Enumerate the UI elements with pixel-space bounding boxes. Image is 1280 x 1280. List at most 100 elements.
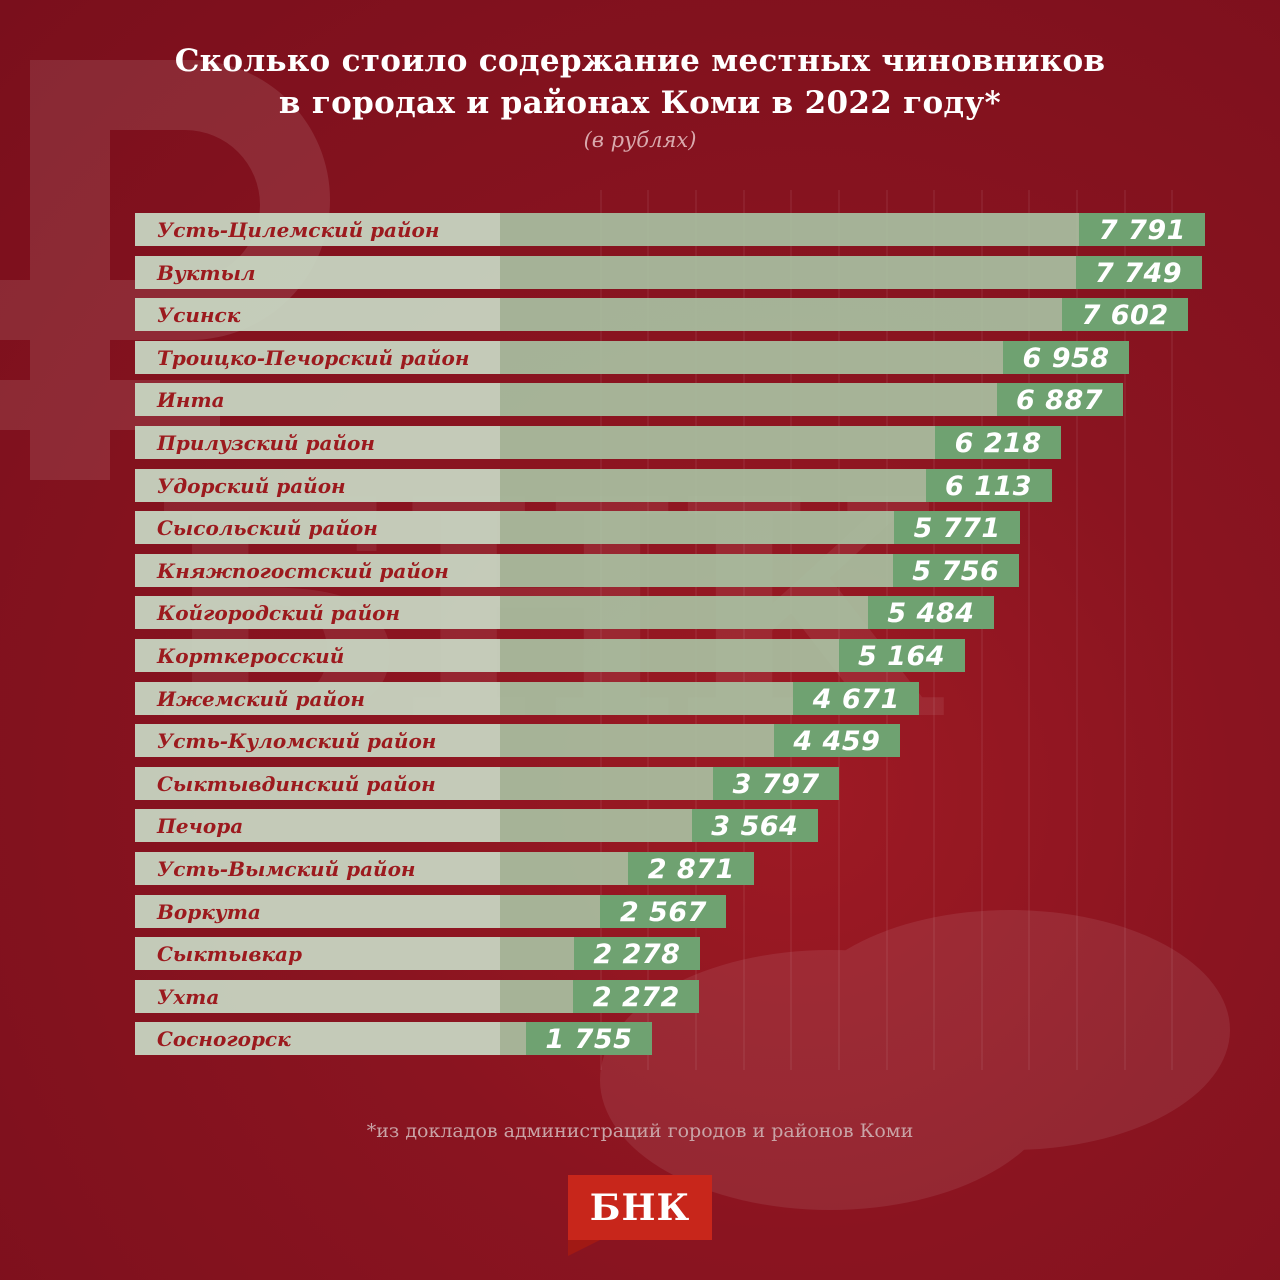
bar-value: 3 564 [691,809,818,843]
bar-label-background [135,766,500,800]
bar-row: 5 484 Койгородский район [135,596,1235,630]
bar-label-background [135,255,500,289]
bar-value: 5 484 [867,596,994,630]
bar-label-background [135,681,500,715]
bar-category-label: Инта [157,388,225,413]
bar-row: 3 564 Печора [135,809,1235,843]
bar-category-label: Ижемский район [157,686,365,711]
bar-value: 5 771 [894,511,1021,545]
bar-value: 6 887 [996,383,1123,417]
footnote: *из докладов администраций городов и рай… [366,1120,914,1142]
bar-fill [500,298,1063,332]
bar-row: 6 113 Удорский район [135,468,1235,502]
bar-fill [500,1022,526,1056]
bar-row: 7 749 Вуктыл [135,255,1235,289]
bar-fill [500,894,601,928]
bar-fill [500,809,692,843]
bar-fill [500,724,774,758]
bar-value: 5 164 [838,638,965,672]
bar-fill [500,511,895,545]
bar-category-label: Сосногорск [157,1027,291,1052]
bar-fill [500,383,997,417]
bar-value: 6 218 [935,425,1062,459]
bar-fill [500,553,893,587]
bar-fill [500,937,574,971]
bar-category-label: Сыктывкар [157,942,302,967]
bar-category-label: Троицко-Печорский район [157,345,470,370]
bar-category-label: Корткеросский [157,643,345,668]
bar-label-background [135,809,500,843]
bar-row: 4 459 Усть-Куломский район [135,724,1235,758]
bar-category-label: Вуктыл [157,260,256,285]
logo-tail [568,1240,600,1256]
bar-row: 7 602 Усинск [135,298,1235,332]
bar-row: 1 755 Сосногорск [135,1022,1235,1056]
bar-label-background [135,468,500,502]
bnk-logo: БНК [568,1175,712,1240]
bar-row: 6 958 Троицко-Печорский район [135,340,1235,374]
bar-fill [500,340,1004,374]
bar-value: 6 113 [925,468,1052,502]
bar-chart: 7 791 Усть-Цилемский район 7 749 Вуктыл 7 60… [135,213,1235,1065]
bar-label-background [135,213,500,246]
bar-category-label: Печора [157,814,244,839]
bar-row: 6 218 Прилузский район [135,425,1235,459]
bar-value: 7 791 [1079,213,1206,246]
bar-value: 7 602 [1062,298,1189,332]
bar-row: 2 567 Воркута [135,894,1235,928]
bar-label-background [135,851,500,885]
chart-subtitle: (в рублях) [583,128,697,152]
bar-value: 4 671 [793,681,920,715]
bar-category-label: Ухта [157,984,220,1009]
bar-fill [500,596,868,630]
bar-fill [500,979,574,1013]
bar-row: 5 771 Сысольский район [135,511,1235,545]
bar-fill [500,638,839,672]
bar-category-label: Воркута [157,899,261,924]
bar-value: 2 278 [573,937,700,971]
bar-label-background [135,638,500,672]
bar-row: 3 797 Сыктывдинский район [135,766,1235,800]
chart-title-block: Сколько стоило содержание местных чиновн… [0,40,1280,152]
bar-label-background [135,596,500,630]
bar-label-background [135,979,500,1013]
bar-row: 5 756 Княжпогостский район [135,553,1235,587]
bar-category-label: Княжпогостский район [157,558,449,583]
bar-fill [500,425,936,459]
bar-value: 2 567 [600,894,727,928]
bar-value: 6 958 [1003,340,1130,374]
bar-category-label: Удорский район [157,473,346,498]
bar-category-label: Усть-Вымский район [157,856,416,881]
bar-label-background [135,937,500,971]
bar-row: 4 671 Ижемский район [135,681,1235,715]
bar-category-label: Усинск [157,303,241,328]
bar-fill [500,851,629,885]
bar-value: 3 797 [713,766,840,800]
bar-value: 2 272 [573,979,700,1013]
bar-category-label: Прилузский район [157,430,375,455]
bar-category-label: Сыктывдинский район [157,771,436,796]
bar-category-label: Усть-Куломский район [157,729,437,754]
bar-label-background [135,724,500,758]
bar-row: 2 272 Ухта [135,979,1235,1013]
bar-label-background [135,425,500,459]
bar-value: 1 755 [525,1022,652,1056]
bar-row: 7 791 Усть-Цилемский район [135,213,1235,246]
bar-label-background [135,1022,500,1056]
bar-value: 2 871 [628,851,755,885]
bar-value: 4 459 [773,724,900,758]
bar-fill [500,766,714,800]
bar-category-label: Сысольский район [157,516,378,541]
bar-fill [500,213,1080,246]
bar-label-background [135,511,500,545]
bar-label-background [135,383,500,417]
chart-title-line-1: Сколько стоило содержание местных чиновн… [174,43,1106,79]
bar-row: 5 164 Корткеросский [135,638,1235,672]
bar-label-background [135,340,500,374]
bar-row: 6 887 Инта [135,383,1235,417]
bar-row: 2 871 Усть-Вымский район [135,851,1235,885]
bar-category-label: Койгородский район [157,601,401,626]
bar-value: 5 756 [892,553,1019,587]
bar-fill [500,468,926,502]
bar-fill [500,681,794,715]
